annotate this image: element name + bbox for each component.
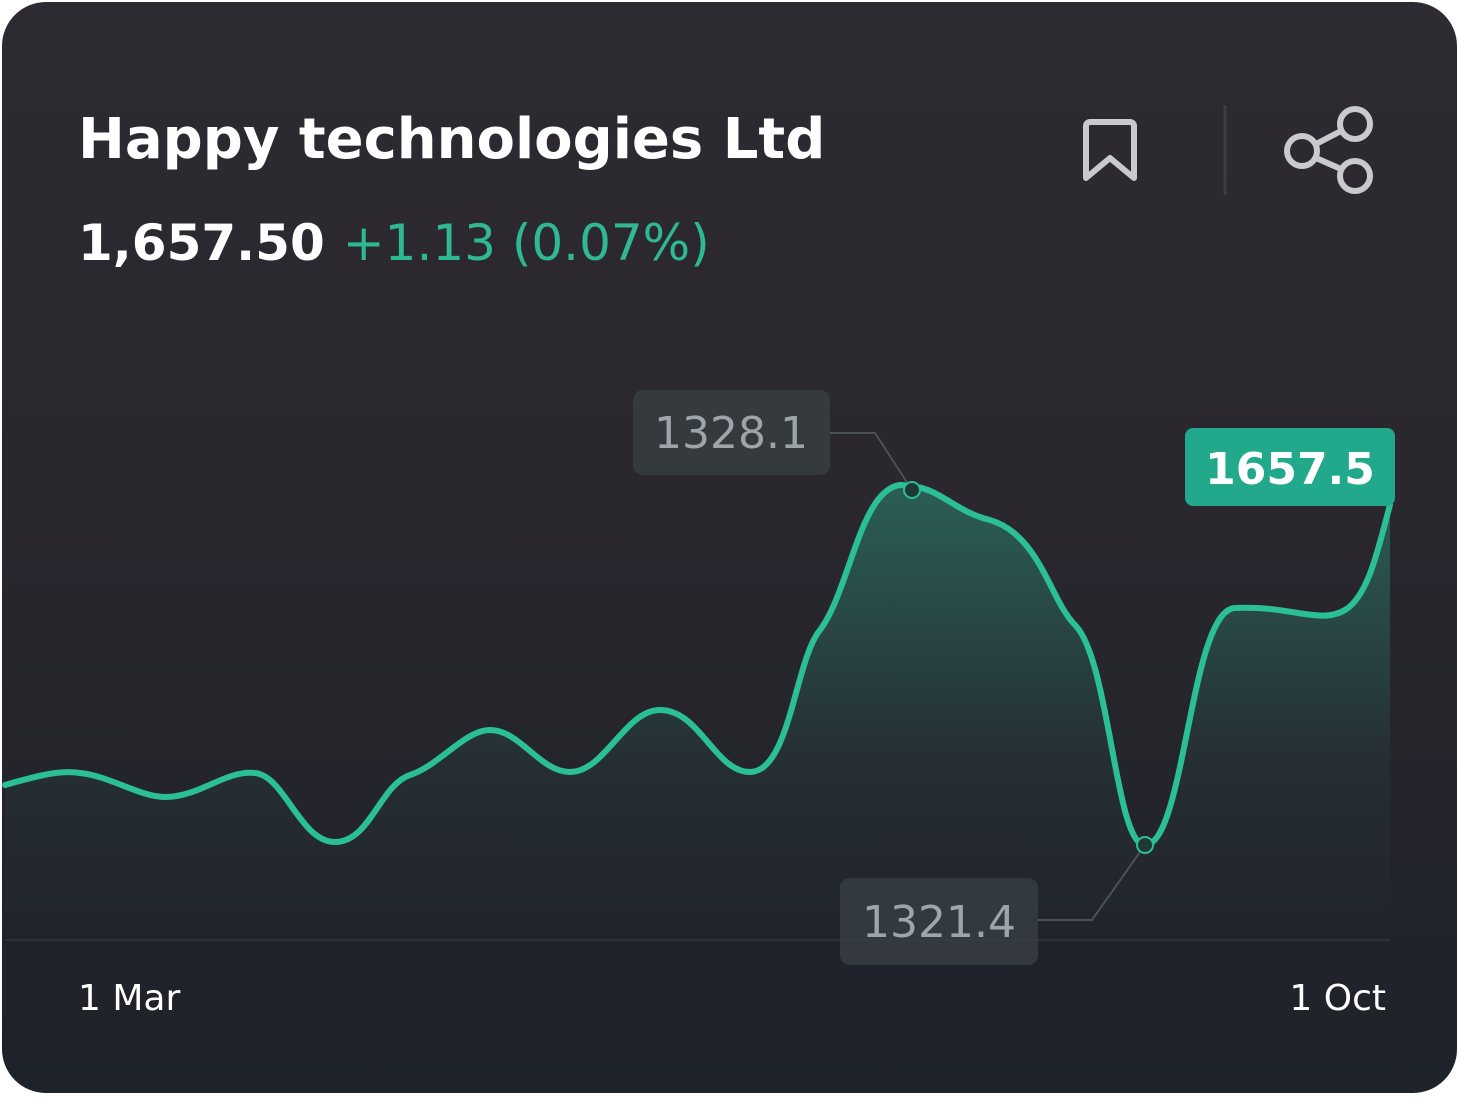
low-label: 1321.4 <box>862 897 1016 948</box>
connector <box>1038 844 1146 921</box>
last-label-box <box>1185 428 1395 506</box>
low-label-box <box>840 878 1038 965</box>
price-area <box>5 485 1390 940</box>
share-node <box>1337 106 1373 142</box>
company-title: Happy technologies Ltd <box>78 107 825 172</box>
share-button[interactable] <box>1284 106 1373 194</box>
high-point <box>903 481 921 499</box>
price-change: +1.13 (0.07%) <box>343 214 710 272</box>
last-label: 1657.5 <box>1205 444 1375 495</box>
share-link <box>1314 155 1343 172</box>
share-node <box>1284 133 1320 169</box>
high-label: 1328.1 <box>654 408 808 459</box>
bookmark-icon <box>1083 119 1137 181</box>
connector <box>830 432 913 491</box>
low-point <box>1136 836 1154 854</box>
start-date: 1 Mar <box>78 978 180 1019</box>
share-link <box>1314 128 1343 147</box>
price-line-path <box>2 481 1393 849</box>
end-date: 1 Oct <box>1289 978 1386 1019</box>
high-label-box <box>633 390 830 475</box>
price-line: 1,657.50 +1.13 (0.07%) <box>78 214 710 272</box>
share-node <box>1337 158 1373 194</box>
bookmark-button[interactable] <box>1083 119 1137 181</box>
price: 1,657.50 <box>78 214 325 272</box>
